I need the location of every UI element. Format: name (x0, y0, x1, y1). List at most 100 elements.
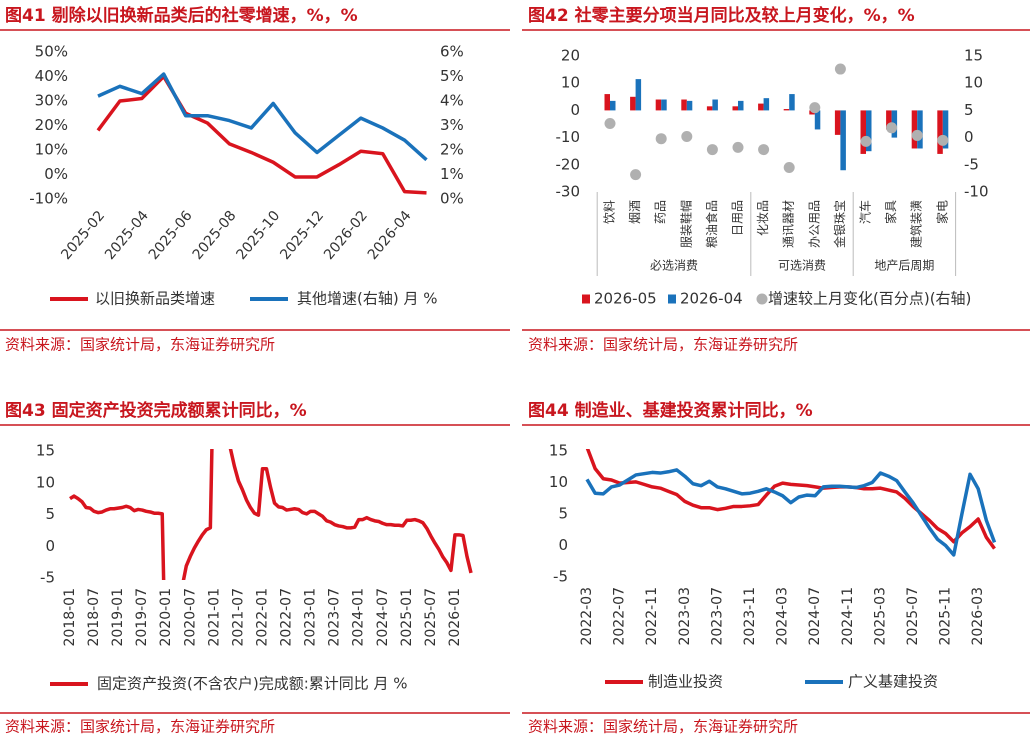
bar (712, 99, 718, 111)
y-tick-label: 0 (558, 536, 568, 554)
y-tick-label: -5 (553, 568, 568, 586)
source: 资料来源：国家统计局，东海证券研究所 (5, 336, 275, 354)
legend-swatch (668, 294, 676, 304)
x-tick-label: 2020-07 (182, 588, 198, 647)
source: 资料来源：国家统计局，东海证券研究所 (5, 718, 275, 736)
y-tick-label: 0 (964, 128, 974, 146)
bar (604, 94, 610, 111)
group-label: 可选消费 (778, 259, 826, 273)
y-tick-label: 5 (45, 505, 55, 523)
y-tick-label: 10 (964, 74, 983, 92)
group-label: 地产后周期 (874, 259, 934, 273)
bar (758, 103, 764, 111)
y-tick-label: 5% (440, 67, 464, 85)
series-line (585, 468, 997, 557)
source: 资料来源：国家统计局，东海证券研究所 (528, 336, 798, 354)
x-tick-label: 2025-06 (146, 208, 196, 263)
scatter-point (681, 131, 693, 143)
y-tick-label: -10 (556, 128, 581, 146)
y-tick-label: 2% (440, 141, 464, 159)
bar (681, 99, 687, 111)
y-tick-label: 10 (561, 74, 580, 92)
bar (860, 110, 866, 154)
x-tick-label: 2022-01 (254, 588, 270, 647)
scatter-point (630, 169, 642, 181)
bar (738, 100, 744, 111)
x-tick-label: 2024-01 (351, 588, 367, 647)
x-tick-label: 2022-03 (579, 587, 595, 646)
scatter-point (604, 117, 616, 129)
x-tick-label: 2018-07 (86, 588, 102, 647)
y-tick-label: 10 (549, 473, 568, 491)
x-tick-label: 饮料 (603, 200, 617, 224)
x-tick-label: 2025-07 (423, 588, 439, 647)
x-tick-label: 药品 (654, 200, 668, 224)
x-tick-label: 2024-11 (840, 587, 856, 646)
x-tick-label: 2023-01 (303, 588, 319, 647)
bar (840, 110, 846, 171)
legend-swatch (582, 294, 590, 304)
legend-label: 固定资产投资(不含农户)完成额:累计同比 月 % (97, 675, 408, 693)
bar (814, 110, 821, 130)
x-tick-label: 2026-04 (365, 208, 415, 263)
y-tick-label: 1% (440, 165, 464, 183)
y-tick-label: 5 (964, 101, 974, 119)
bar (686, 100, 693, 111)
x-tick-label: 2024-03 (775, 587, 791, 646)
bar (937, 110, 943, 154)
x-tick-label: 2024-07 (375, 588, 391, 647)
y-tick-label: -30 (556, 183, 581, 201)
y-tick-label: 5 (558, 505, 568, 523)
group-label: 必选消费 (650, 259, 698, 273)
bar (732, 106, 738, 111)
x-tick-label: 2025-11 (938, 587, 954, 646)
x-tick-label: 2025-10 (233, 208, 283, 263)
x-tick-label: 2025-04 (102, 208, 152, 263)
x-tick-label: 2019-01 (110, 588, 126, 647)
x-tick-label: 2025-03 (872, 587, 888, 646)
x-tick-label: 办公用品 (806, 200, 821, 248)
x-tick-label: 2026-01 (447, 588, 463, 647)
y-tick-label: 20 (561, 47, 580, 65)
x-tick-label: 2025-08 (190, 208, 240, 263)
bar (706, 106, 713, 111)
x-tick-label: 2024-07 (807, 587, 823, 646)
series-line (585, 449, 996, 550)
y-tick-label: 30% (35, 92, 68, 110)
x-tick-label: 2023-11 (742, 587, 758, 646)
y-tick-label: 20% (35, 116, 68, 134)
scatter-point (911, 129, 923, 141)
scatter-point (860, 135, 872, 147)
x-tick-label: 烟酒 (628, 200, 642, 224)
y-tick-label: -20 (556, 155, 581, 173)
x-tick-label: 服装鞋帽 (678, 200, 693, 248)
scatter-point (834, 63, 846, 75)
bar (917, 110, 923, 149)
x-tick-label: 2022-11 (644, 587, 660, 646)
scatter-point (758, 144, 770, 156)
y-tick-label: 50% (35, 43, 68, 61)
x-tick-label: 金银珠宝 (832, 200, 847, 248)
x-tick-label: 2023-07 (709, 587, 725, 646)
y-tick-label: 0% (44, 165, 68, 183)
scatter-point (783, 162, 795, 174)
scatter-point (886, 122, 898, 134)
scatter-point (809, 102, 821, 114)
y-tick-label: 15 (549, 442, 568, 460)
legend-swatch (756, 293, 768, 305)
x-tick-label: 家电 (934, 200, 949, 224)
series-line (97, 72, 428, 162)
x-tick-label: 家具 (883, 200, 898, 224)
legend-label: 广义基建投资 (848, 673, 938, 691)
bar (783, 109, 790, 111)
x-tick-label: 2026-02 (321, 208, 371, 263)
x-tick-label: 2022-07 (279, 588, 295, 647)
x-tick-label: 2021-07 (230, 588, 246, 647)
bar (610, 100, 616, 111)
legend-label: 制造业投资 (648, 673, 723, 691)
scatter-point (732, 141, 744, 153)
y-tick-label: 15 (964, 47, 983, 65)
bar (834, 110, 841, 135)
scatter-point (655, 133, 667, 145)
